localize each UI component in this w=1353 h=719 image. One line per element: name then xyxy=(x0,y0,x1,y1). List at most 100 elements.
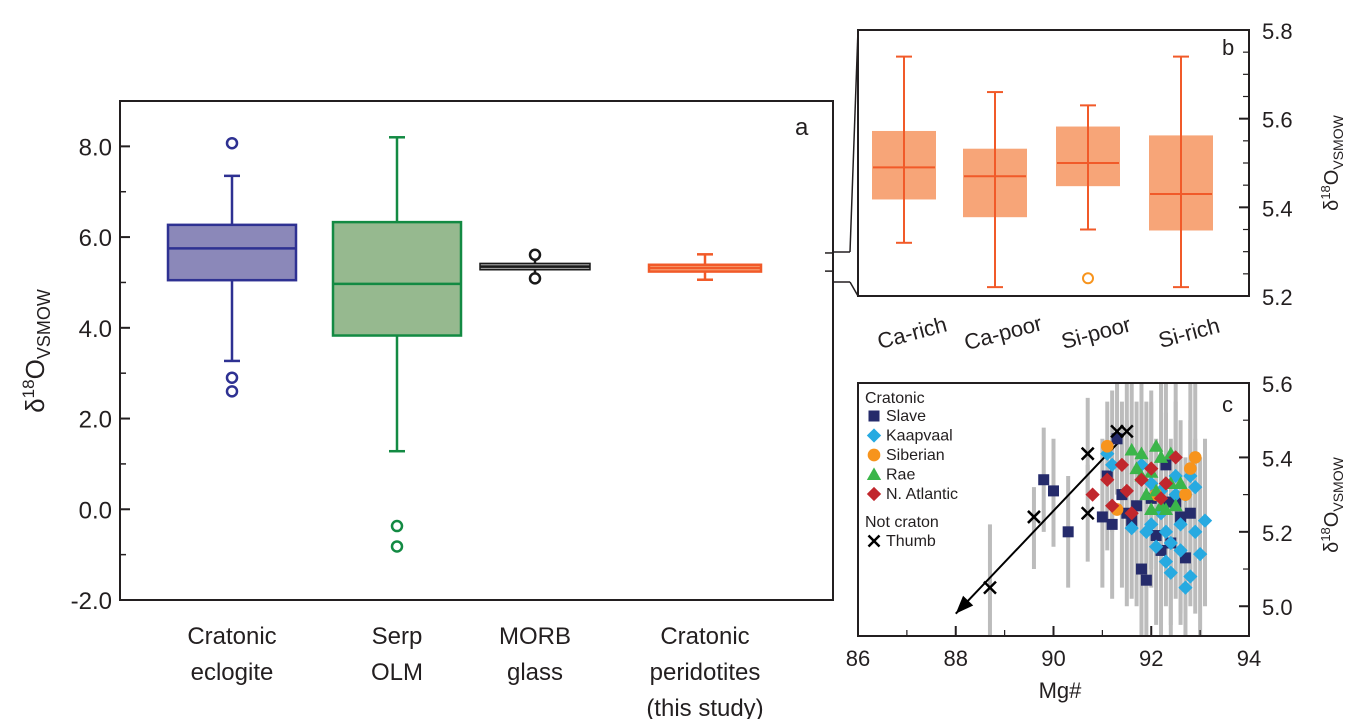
x-category-label: Serp xyxy=(372,623,423,650)
data-point xyxy=(1155,544,1167,556)
data-point xyxy=(1131,500,1143,512)
panel-c-x-axis-label: Mg# xyxy=(1039,678,1083,703)
panel-b-y-axis-label: δ18OVSMOW xyxy=(1318,114,1346,210)
y-tick-label: 5.6 xyxy=(1262,372,1293,397)
data-point xyxy=(1184,462,1197,475)
data-point xyxy=(1158,524,1174,539)
series-thumb xyxy=(983,424,1134,595)
data-point xyxy=(1173,517,1188,532)
whisker-end-marker xyxy=(528,248,542,262)
cross-stroke xyxy=(1080,446,1095,461)
data-point xyxy=(1158,476,1174,491)
data-point xyxy=(1197,513,1213,528)
legend-label: Siberian xyxy=(886,447,945,464)
legend-label: Rae xyxy=(886,467,915,484)
legend-marker xyxy=(866,428,882,443)
cross-stroke xyxy=(1080,506,1095,521)
box-ca-rich xyxy=(872,55,936,244)
data-point xyxy=(1038,474,1050,486)
outlier-point xyxy=(225,136,239,150)
y-tick-label: 8.0 xyxy=(79,134,112,161)
panel-a-label: a xyxy=(795,114,809,141)
x-category-label: OLM xyxy=(371,659,423,686)
trend-arrow-line xyxy=(955,438,1123,615)
data-point xyxy=(1188,451,1202,464)
x-category-label: peridotites xyxy=(650,659,761,686)
data-point xyxy=(1134,446,1149,460)
data-point xyxy=(1173,476,1188,489)
data-point xyxy=(1148,439,1164,452)
data-point xyxy=(1096,511,1108,523)
outlier-point xyxy=(225,385,239,398)
data-point xyxy=(1153,491,1169,506)
legend-marker xyxy=(867,448,881,462)
data-point xyxy=(1153,450,1169,463)
x-category-label: MORB xyxy=(499,623,571,650)
y-tick-label: 6.0 xyxy=(79,225,112,252)
panel-c-x-axis: 86 88 90 92 94 xyxy=(846,626,1261,671)
panel-c-scatter-plot: 5.0 5.2 5.4 5.6 86 88 90 92 94 Mg# δ18OVSMOW Cr… xyxy=(846,372,1346,703)
x-tick-label: 92 xyxy=(1139,646,1163,671)
data-point xyxy=(1048,485,1059,497)
data-point xyxy=(1158,554,1174,569)
data-point xyxy=(1062,526,1074,538)
panel-a-x-labels: Cratonic eclogite Serp OLM MORB glass Cratonic… xyxy=(187,623,763,719)
data-point xyxy=(1129,461,1144,475)
x-tick-label: 90 xyxy=(1041,646,1065,671)
data-point xyxy=(1144,502,1159,515)
y-tick-label: 5.2 xyxy=(1262,285,1293,310)
legend-marker xyxy=(866,486,882,502)
data-point xyxy=(1106,518,1118,530)
box-2 xyxy=(331,136,463,553)
panel-b-x-labels: Ca-rich Ca-poor Si-poor Si-rich xyxy=(875,310,1223,355)
data-point xyxy=(1105,498,1120,513)
legend-header-cratonic: Cratonic xyxy=(865,390,925,407)
data-point xyxy=(1178,580,1193,595)
data-point xyxy=(1124,520,1139,536)
legend-marker xyxy=(866,467,882,480)
data-point xyxy=(1140,574,1152,586)
panel-a-y-axis: -2.0 0.0 2.0 4.0 6.0 8.0 xyxy=(71,100,833,615)
box-si-poor xyxy=(1056,104,1120,285)
data-point xyxy=(1188,480,1203,495)
y-tick-label: 5.8 xyxy=(1262,19,1293,44)
box-1 xyxy=(166,136,298,398)
data-point xyxy=(1188,524,1203,539)
data-point xyxy=(1160,496,1172,508)
x-tick-label: 88 xyxy=(944,646,968,671)
data-point xyxy=(1139,487,1154,501)
data-point xyxy=(1134,457,1149,473)
data-point xyxy=(1150,530,1162,542)
box-ca-poor xyxy=(963,91,1027,289)
whisker-end-marker xyxy=(528,272,542,285)
legend-header-not-craton: Not craton xyxy=(865,514,939,531)
data-point xyxy=(1179,488,1192,501)
x-category-label: (this study) xyxy=(646,695,763,719)
data-point xyxy=(1158,502,1174,515)
zoom-connector xyxy=(833,29,859,297)
data-point xyxy=(1126,515,1138,527)
outlier-point xyxy=(390,540,404,553)
cross-stroke xyxy=(1119,424,1134,439)
data-point xyxy=(1163,565,1178,580)
x-category-label: eclogite xyxy=(191,659,274,686)
box-3 xyxy=(479,248,591,285)
panel-a-box-plot: -2.0 0.0 2.0 4.0 6.0 8.0 Cratonic eclogite Serp… xyxy=(19,100,834,719)
data-point xyxy=(1168,498,1183,512)
series-n-atlantic xyxy=(1085,450,1183,521)
panel-b-y-axis: 5.2 5.4 5.6 5.8 xyxy=(1239,19,1293,310)
box-si-rich xyxy=(1149,55,1213,289)
data-point xyxy=(1134,472,1149,487)
data-point xyxy=(1163,535,1178,551)
panel-c-y-axis-label: δ18OVSMOW xyxy=(1318,456,1346,552)
panel-a-y-axis-label: δ18OVSMOW xyxy=(19,289,54,413)
data-point xyxy=(1139,524,1154,539)
trend-arrow-head xyxy=(955,595,974,614)
legend-label: Kaapvaal xyxy=(886,428,953,445)
x-category-label: Cratonic xyxy=(660,623,749,650)
data-point xyxy=(1135,563,1147,575)
data-point xyxy=(1144,461,1159,476)
data-point xyxy=(1027,510,1041,524)
data-point xyxy=(1148,539,1164,554)
